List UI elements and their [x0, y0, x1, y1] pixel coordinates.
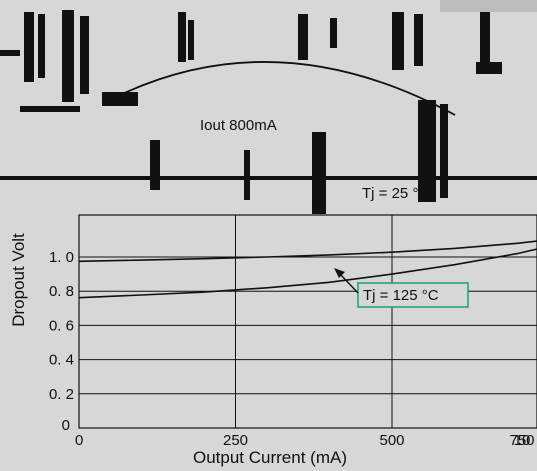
x-axis-label: Output Current (mA) [193, 448, 347, 467]
x-tick-label: 0 [75, 432, 83, 449]
plot-background [79, 215, 537, 428]
y-tick-label: 0. 2 [49, 386, 74, 403]
annotation-iout: Iout 800mA [200, 117, 277, 134]
y-tick-label: 0. 6 [49, 317, 74, 334]
scan-artifacts [0, 0, 537, 214]
annotation-arrow [339, 273, 359, 294]
x-tick-label: 10 [514, 432, 531, 449]
series-layer [78, 240, 537, 299]
annotation-text: Tj = 125 °C [363, 287, 439, 304]
annotation-tj-125: Tj = 125 °C [334, 268, 469, 308]
annotation-tj-25: Tj = 25 °C [362, 185, 429, 202]
y-axis-label: Dropout Volt [9, 233, 28, 327]
y-tick-label: 1. 0 [49, 249, 74, 266]
annotation-arrowhead [334, 268, 345, 278]
y-tick-label: 0. 4 [49, 352, 74, 369]
annotation-box [357, 282, 469, 308]
grid-lines [79, 215, 537, 428]
x-tick-label: 500 [379, 432, 404, 449]
x-tick-label: 250 [223, 432, 248, 449]
series-line-2 [78, 248, 537, 299]
x-tick-label: 750 [509, 432, 534, 449]
plot-area [78, 214, 537, 429]
y-tick-label: 0 [62, 417, 70, 434]
plot-frame [78, 214, 537, 429]
series-line-1 [78, 240, 537, 263]
y-tick-label: 0. 8 [49, 283, 74, 300]
